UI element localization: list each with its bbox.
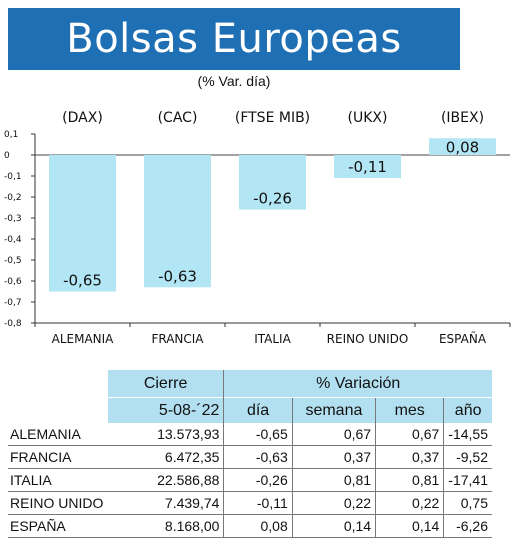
y-tick-label: -0,3 (4, 214, 22, 224)
row-semana: 0,14 (291, 514, 376, 538)
y-tick-label: -0,8 (4, 319, 22, 329)
row-dia: 0,08 (223, 514, 293, 538)
row-mes: 0,37 (375, 445, 444, 469)
bar (49, 155, 116, 292)
row-semana: 0,81 (291, 468, 376, 492)
bar (239, 155, 306, 210)
row-semana: 0,67 (291, 423, 376, 446)
row-country: ESPAÑA (8, 514, 108, 538)
table-row: ALEMANIA 13.573,93 -0,65 0,67 0,67 -14,5… (8, 423, 492, 446)
bar-value-label: -0,63 (158, 267, 197, 285)
row-dia: -0,11 (223, 491, 293, 515)
header-date: 5-08-´22 (107, 397, 224, 423)
row-country: ITALIA (8, 468, 108, 492)
row-mes: 0,14 (375, 514, 444, 538)
row-cierre: 6.472,35 (107, 445, 224, 469)
header-cierre: Cierre (107, 369, 224, 398)
bar-value-label: -0,26 (253, 190, 292, 208)
row-semana: 0,22 (291, 491, 376, 515)
header-mes: mes (375, 397, 444, 423)
row-country: ALEMANIA (8, 423, 108, 446)
row-mes: 0,22 (375, 491, 444, 515)
x-tick-label: ITALIA (254, 332, 291, 346)
y-tick-label: -0,7 (4, 298, 22, 308)
index-label: (FTSE MIB) (235, 110, 310, 126)
row-cierre: 8.168,00 (107, 514, 224, 538)
row-country: FRANCIA (8, 445, 108, 469)
y-tick-label: 0,1 (4, 130, 18, 140)
row-dia: -0,65 (223, 423, 293, 446)
table-row: ITALIA 22.586,88 -0,26 0,81 0,81 -17,41 (8, 468, 492, 492)
y-tick-label: 0 (4, 151, 10, 161)
header-dia: día (223, 397, 293, 423)
index-label: (CAC) (158, 110, 198, 126)
x-tick-label: FRANCIA (151, 332, 204, 346)
bar (429, 138, 496, 155)
row-ano: -14,55 (443, 423, 492, 446)
row-semana: 0,37 (291, 445, 376, 469)
row-mes: 0,81 (375, 468, 444, 492)
y-tick-label: -0,4 (4, 235, 22, 245)
row-dia: -0,63 (223, 445, 293, 469)
row-ano: 0,75 (443, 491, 492, 515)
row-dia: -0,26 (223, 468, 293, 492)
chart-subtitle: (% Var. día) (197, 73, 271, 89)
table-row: ESPAÑA 8.168,00 0,08 0,14 0,14 -6,26 (8, 514, 492, 538)
bar (144, 155, 211, 288)
x-tick-label: ALEMANIA (52, 332, 115, 346)
row-country: REINO UNIDO (8, 491, 108, 515)
y-tick-label: -0,2 (4, 193, 22, 203)
y-tick-label: -0,1 (4, 172, 22, 182)
index-label: (IBEX) (441, 110, 484, 126)
row-cierre: 7.439,74 (107, 491, 224, 515)
index-label: (UKX) (348, 110, 388, 126)
row-ano: -17,41 (443, 468, 492, 492)
y-tick-label: -0,6 (4, 277, 22, 287)
row-cierre: 13.573,93 (107, 423, 224, 446)
bar-value-label: -0,65 (63, 272, 102, 290)
chart-title: Bolsas Europeas (66, 16, 402, 62)
header-ano: año (443, 397, 492, 423)
header-variacion: % Variación (223, 369, 492, 398)
row-ano: -6,26 (443, 514, 492, 538)
x-tick-label: REINO UNIDO (327, 332, 409, 346)
data-table: Cierre % Variación 5-08-´22 día semana m… (8, 369, 492, 538)
x-tick-label: ESPAÑA (439, 331, 487, 346)
bar-value-label: -0,11 (348, 158, 387, 176)
table-row: FRANCIA 6.472,35 -0,63 0,37 0,37 -9,52 (8, 445, 492, 469)
title-banner: Bolsas Europeas (8, 8, 460, 70)
bar (334, 155, 401, 179)
table-sub-header-row: 5-08-´22 día semana mes año (8, 397, 492, 423)
header-semana: semana (291, 397, 376, 423)
index-label: (DAX) (62, 110, 103, 126)
row-ano: -9,52 (443, 445, 492, 469)
row-cierre: 22.586,88 (107, 468, 224, 492)
y-tick-label: -0,5 (4, 256, 22, 266)
bar-chart: 0,1 0 -0,1 -0,2 -0,3 -0,4 -0,5 -0,6 -0,7 -0,8 -0,6… (4, 110, 511, 346)
table-row: REINO UNIDO 7.439,74 -0,11 0,22 0,22 0,7… (8, 491, 492, 515)
row-mes: 0,67 (375, 423, 444, 446)
bar-value-label: 0,08 (446, 139, 479, 157)
table-group-header-row: Cierre % Variación (8, 369, 492, 398)
